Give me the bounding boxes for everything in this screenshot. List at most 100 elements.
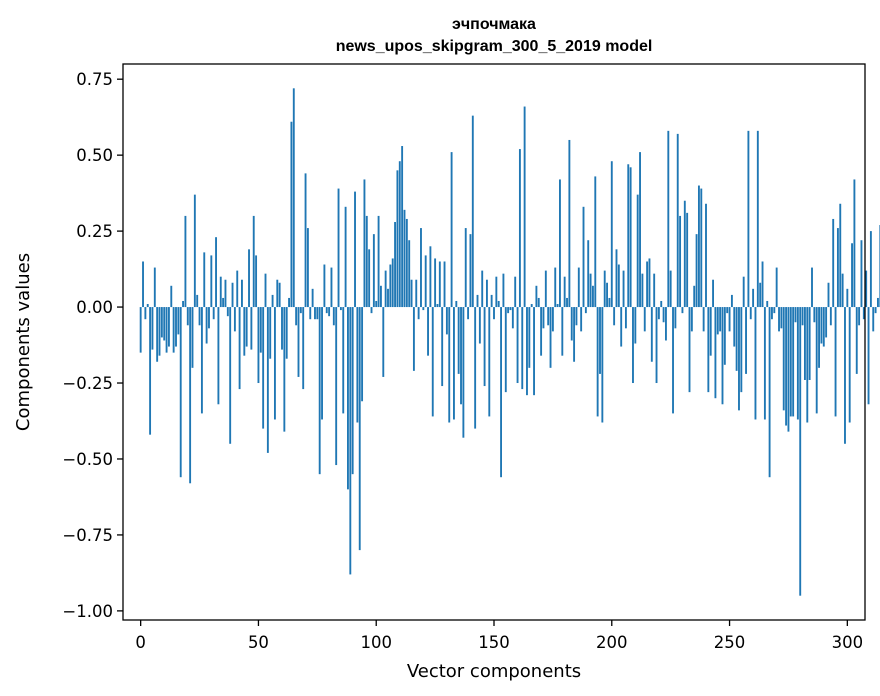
bar-167: [533, 307, 535, 396]
bar-139: [467, 307, 470, 320]
bar-59: [278, 282, 281, 308]
bar-106: [389, 264, 392, 308]
bar-36: [224, 279, 227, 308]
bar-25: [198, 307, 201, 326]
bar-12: [167, 307, 170, 347]
bar-190: [587, 240, 590, 308]
bar-289: [820, 307, 823, 344]
bar-0: [139, 307, 142, 353]
bar-287: [815, 307, 818, 414]
bar-275: [787, 307, 790, 432]
bar-290: [822, 307, 825, 347]
bar-101: [377, 215, 380, 308]
bar-161: [518, 149, 521, 308]
bar-299: [844, 307, 846, 444]
bar-204: [620, 307, 623, 347]
x-tick-label: 50: [248, 633, 269, 652]
bar-135: [457, 307, 460, 374]
bar-142: [474, 307, 477, 429]
bar-211: [636, 194, 639, 308]
bar-160: [516, 307, 519, 384]
bar-308: [865, 270, 868, 308]
bar-72: [309, 307, 312, 320]
bar-111: [401, 146, 404, 308]
bar-236: [695, 234, 698, 308]
bar-274: [785, 307, 788, 426]
bar-309: [867, 307, 870, 405]
bar-85: [339, 307, 342, 311]
bar-256: [742, 276, 745, 308]
bar-61: [283, 307, 286, 432]
bar-281: [801, 307, 804, 326]
bar-233: [688, 307, 691, 393]
bar-213: [641, 273, 644, 308]
bar-240: [705, 203, 707, 308]
bar-137: [462, 307, 465, 438]
bar-165: [528, 307, 531, 368]
bar-156: [507, 307, 510, 314]
y-tick-label: −0.75: [62, 526, 113, 545]
x-axis: 0 50 100 150 200 250 300: [135, 620, 863, 652]
bar-51: [259, 307, 262, 353]
bar-4: [149, 307, 152, 435]
bar-181: [566, 297, 568, 308]
bar-238: [700, 188, 703, 308]
bar-120: [422, 307, 425, 311]
bar-194: [596, 307, 599, 417]
bar-225: [669, 270, 672, 308]
bar-100: [375, 300, 378, 308]
bar-22: [191, 307, 194, 368]
y-tick-label: −1.00: [62, 602, 113, 621]
bar-171: [542, 307, 545, 329]
bar-49: [255, 255, 258, 308]
bar-114: [408, 240, 411, 308]
bar-203: [617, 264, 620, 308]
bar-118: [417, 307, 420, 320]
bar-103: [382, 307, 385, 377]
bar-182: [568, 139, 571, 308]
bar-33: [217, 307, 220, 405]
bar-126: [436, 304, 439, 308]
bar-185: [575, 307, 578, 326]
bar-280: [799, 307, 802, 596]
bar-223: [665, 307, 667, 341]
bar-249: [726, 307, 729, 314]
bar-52: [262, 307, 265, 429]
bar-247: [721, 307, 724, 405]
bar-286: [813, 307, 816, 323]
bar-202: [615, 249, 618, 308]
bar-228: [676, 133, 679, 308]
bar-30: [210, 255, 213, 308]
bar-307: [862, 307, 865, 320]
bar-121: [424, 255, 427, 308]
bar-69: [302, 307, 305, 390]
bar-239: [702, 307, 705, 332]
bar-82: [332, 307, 335, 326]
bar-210: [634, 307, 637, 344]
bar-166: [530, 304, 533, 308]
bar-178: [559, 179, 561, 308]
bar-119: [420, 228, 422, 308]
bar-6: [153, 267, 156, 308]
bar-148: [488, 307, 491, 417]
bar-44: [243, 307, 246, 356]
bar-257: [745, 307, 747, 374]
bar-189: [584, 307, 587, 314]
bar-209: [632, 307, 634, 384]
bar-32: [215, 237, 217, 308]
bar-297: [839, 203, 842, 308]
bar-11: [165, 307, 168, 353]
bar-273: [782, 307, 785, 411]
bar-26: [200, 307, 203, 414]
bar-35: [222, 297, 225, 308]
bar-306: [860, 240, 863, 308]
bar-193: [594, 176, 597, 308]
bar-88: [347, 307, 349, 490]
bar-268: [771, 307, 773, 320]
bar-80: [328, 307, 331, 317]
y-tick-label: 0.00: [76, 298, 113, 317]
bar-46: [248, 249, 250, 308]
bar-237: [697, 185, 700, 308]
bar-130: [445, 307, 448, 335]
bar-293: [829, 307, 832, 326]
